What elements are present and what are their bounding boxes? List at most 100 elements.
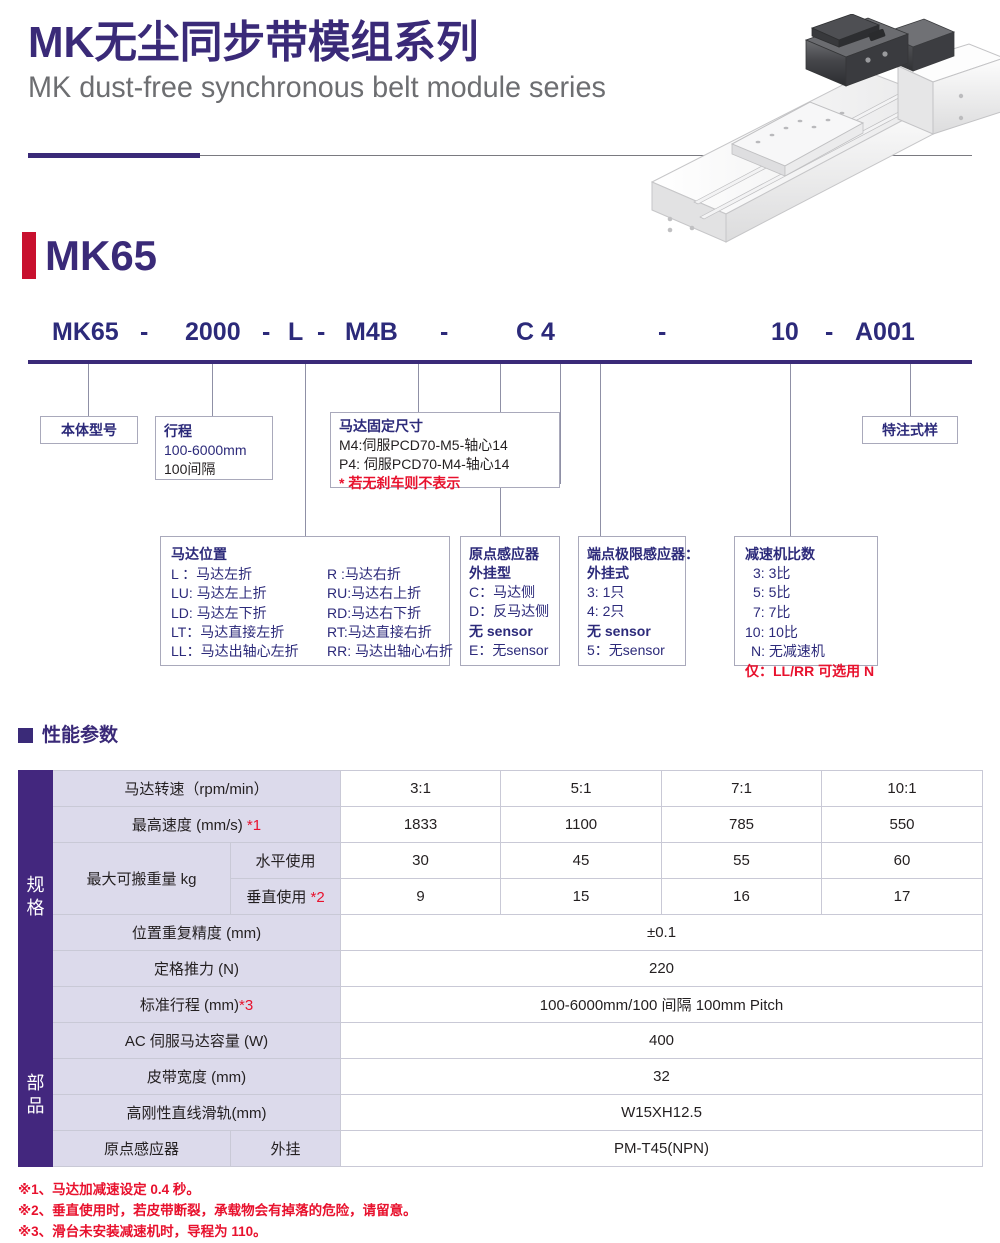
square-bullet-icon	[18, 728, 33, 743]
origin-sensor-item-d: D：反马达侧	[469, 603, 550, 620]
table-row: 最高速度 (mm/s) *1 1833 1100 785 550	[19, 806, 984, 843]
connector-stroke	[212, 364, 213, 416]
code-seg-sensor: C 4	[516, 318, 555, 346]
callout-stroke-line-1: 100-6000mm	[164, 441, 247, 458]
callout-origin-sensor-sub1: 外挂型	[469, 564, 511, 581]
limit-sensor-item-5: 5：无sensor	[587, 641, 665, 658]
row-label-repeatability: 位置重复精度 (mm)	[51, 914, 342, 951]
model-code-row: MK65 - 2000 - L - M4B - C 4 - 10 - A001	[0, 318, 1000, 358]
callout-motor-mount: 马达固定尺寸 M4:伺服PCD70-M5-轴心14 P4: 伺服PCD70-M4…	[330, 412, 560, 491]
section-heading-text: 性能参数	[42, 725, 119, 746]
row-label-standard-stroke-text: 标准行程 (mm)	[139, 997, 239, 1014]
callout-motor-position: 马达位置 L ：马达左折 R :马达右折 LU: 马达左上折 RU:马达右上折 …	[160, 536, 453, 666]
motor-pos-lt: LT：马达直接左折	[171, 623, 285, 640]
cell-motor-speed-7: 7:1	[661, 770, 823, 807]
row-label-belt-width: 皮带宽度 (mm)	[51, 1058, 342, 1095]
callout-body-model: 本体型号	[40, 416, 138, 444]
table-row: 原点感应器 外挂 PM-T45(NPN)	[19, 1130, 984, 1167]
motor-pos-ru: RU:马达右上折	[327, 585, 422, 602]
callout-limit-sensor-sub2: 无 sensor	[587, 622, 651, 639]
callout-motor-mount-note: * 若无刹车则不表示	[339, 474, 461, 491]
connector-ratio	[790, 364, 791, 536]
model-title: MK65	[22, 232, 157, 279]
footnote-3: ※3、滑台未安装减速机时，导程为 110。	[18, 1223, 267, 1239]
cell-horizontal-5: 45	[500, 842, 663, 879]
table-row: 部品 AC 伺服马达容量 (W) 400	[18, 1022, 984, 1167]
cell-belt-width: 32	[340, 1058, 984, 1095]
table-row: 最大可搬重量 kg 水平使用 30 45 55 60	[19, 842, 984, 915]
row-label-standard-stroke: 标准行程 (mm)*3	[51, 986, 342, 1023]
cell-max-speed-5: 1100	[500, 806, 663, 843]
row-sublabel-horizontal: 水平使用	[229, 842, 342, 879]
table-row: 定格推力 (N) 220	[19, 950, 984, 987]
red-accent-bar	[22, 232, 36, 279]
motor-pos-ll: LL：马达出轴心左折	[171, 643, 299, 660]
callout-origin-sensor-sub2: 无 sensor	[469, 622, 533, 639]
cell-vertical-3: 9	[340, 878, 502, 915]
footnotes: ※1、马达加减速设定 0.4 秒。 ※2、垂直使用时，若皮带断裂，承载物会有掉落…	[18, 1180, 818, 1243]
code-seg-special: A001	[855, 318, 915, 346]
callout-motor-position-title: 马达位置	[171, 546, 227, 562]
row-label-max-load: 最大可搬重量 kg	[52, 842, 231, 915]
table-row: 标准行程 (mm)*3 100-6000mm/100 间隔 100mm Pitc…	[19, 986, 984, 1023]
code-dash-6: -	[825, 318, 834, 346]
cell-max-speed-10: 550	[821, 806, 984, 843]
header-divider-accent	[28, 153, 200, 158]
motor-pos-lu: LU: 马达左上折	[171, 585, 267, 602]
cell-max-speed-3: 1833	[340, 806, 502, 843]
cell-motor-speed-5: 5:1	[500, 770, 663, 807]
callout-origin-sensor: 原点感应器 外挂型 C：马达侧 D：反马达侧 无 sensor E：无senso…	[460, 536, 560, 666]
connector-special	[910, 364, 911, 416]
code-dash-1: -	[140, 318, 149, 346]
callout-special-spec: 特注式样	[862, 416, 958, 444]
cell-vertical-7: 16	[661, 878, 823, 915]
cell-horizontal-7: 55	[661, 842, 823, 879]
callout-special-spec-title: 特注式样	[882, 422, 938, 438]
connector-limit	[600, 364, 601, 536]
row-label-standard-stroke-note: *3	[238, 997, 254, 1014]
limit-sensor-item-3: 3: 1只	[587, 583, 625, 600]
cell-horizontal-3: 30	[340, 842, 502, 879]
row-label-rated-thrust: 定格推力 (N)	[51, 950, 342, 987]
row-label-motor-speed: 马达转速（rpm/min）	[51, 770, 342, 807]
motor-pos-rt: RT:马达直接右折	[327, 623, 432, 640]
callout-limit-sensor-sub1: 外挂式	[587, 564, 629, 581]
model-title-text: MK65	[45, 231, 158, 279]
cell-vertical-5: 15	[500, 878, 663, 915]
code-seg-body: MK65	[52, 318, 119, 346]
table-row: 位置重复精度 (mm) ±0.1	[19, 914, 984, 951]
motor-pos-r: R :马达右折	[327, 565, 401, 582]
code-dash-3: -	[317, 318, 326, 346]
code-dash-4: -	[440, 318, 449, 346]
callout-body-model-title: 本体型号	[61, 422, 117, 438]
row-sublabel-vertical-text: 垂直使用	[246, 889, 311, 906]
callout-reducer-ratio-title: 减速机比数	[745, 546, 815, 562]
reducer-ratio-5: 5: 5比	[753, 584, 791, 601]
cell-horizontal-10: 60	[821, 842, 984, 879]
motor-pos-l: L ：马达左折	[171, 565, 253, 582]
table-row: 皮带宽度 (mm) 32	[19, 1058, 984, 1095]
page-title-cn: MK无尘同步带模组系列	[28, 18, 479, 67]
limit-sensor-item-4: 4: 2只	[587, 603, 625, 620]
reducer-ratio-10: 10: 10比	[745, 623, 798, 640]
connector-body	[88, 364, 89, 416]
row-label-linear-guide: 高刚性直线滑轨(mm)	[51, 1094, 342, 1131]
cell-motor-speed-10: 10:1	[821, 770, 984, 807]
model-code-divider	[28, 360, 972, 364]
spec-table: 规格 马达转速（rpm/min） 3:1 5:1 7:1 10:1 最高速度 (…	[18, 770, 984, 1167]
callout-stroke: 行程 100-6000mm 100间隔	[155, 416, 273, 480]
reducer-ratio-note: 仅：LL/RR 可选用 N	[745, 662, 875, 679]
code-seg-position: L	[288, 318, 304, 346]
motor-position-grid: L ：马达左折 R :马达右折 LU: 马达左上折 RU:马达右上折 LD: 马…	[171, 565, 453, 662]
row-sublabel-vertical: 垂直使用 *2	[229, 878, 342, 915]
cell-rated-thrust: 220	[340, 950, 984, 987]
code-seg-stroke: 2000	[185, 318, 241, 346]
motor-pos-rd: RD:马达右下折	[327, 604, 422, 621]
motor-pos-ld: LD: 马达左下折	[171, 604, 267, 621]
code-dash-2: -	[262, 318, 271, 346]
reducer-ratio-n: N: 无减速机	[751, 643, 825, 660]
callout-reducer-ratio: 减速机比数 3: 3比 5: 5比 7: 7比 10: 10比 N: 无减速机 …	[734, 536, 878, 679]
reducer-ratio-3: 3: 3比	[753, 564, 791, 581]
motor-pos-rr: RR: 马达出轴心右折	[327, 643, 453, 660]
